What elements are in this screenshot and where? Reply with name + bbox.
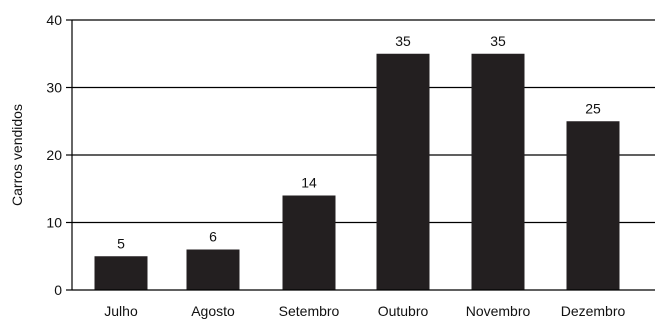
y-tick-label: 0 xyxy=(54,282,62,298)
bar-value-label: 25 xyxy=(585,100,601,116)
y-tick-label: 30 xyxy=(46,80,62,96)
x-category-label: Outubro xyxy=(378,303,429,319)
y-tick-labels: 0 10 20 30 40 xyxy=(46,12,72,298)
bar-value-label: 35 xyxy=(490,33,506,49)
bar-value-label: 35 xyxy=(395,33,411,49)
gridlines xyxy=(72,19,655,224)
bar xyxy=(566,121,620,290)
x-category-labels: Julho Agosto Setembro Outubro Novembro Dezemb… xyxy=(104,303,625,319)
x-category-label: Agosto xyxy=(191,303,235,319)
data-labels: 5 6 14 35 35 25 xyxy=(117,33,601,252)
bar-value-label: 5 xyxy=(117,235,125,251)
bar xyxy=(376,53,430,290)
y-tick-label: 40 xyxy=(46,12,62,28)
x-category-label: Setembro xyxy=(279,303,340,319)
x-category-label: Julho xyxy=(104,303,138,319)
x-category-label: Dezembro xyxy=(561,303,626,319)
y-tick-label: 20 xyxy=(46,147,62,163)
bar-value-label: 6 xyxy=(209,229,217,245)
y-axis-title: Carros vendidos xyxy=(9,104,25,206)
bars xyxy=(94,53,620,290)
bar xyxy=(282,195,336,290)
bar xyxy=(186,249,240,290)
bar xyxy=(471,53,525,290)
bar-value-label: 14 xyxy=(301,175,317,191)
bar xyxy=(94,256,148,290)
x-category-label: Novembro xyxy=(466,303,531,319)
y-tick-label: 10 xyxy=(46,215,62,231)
